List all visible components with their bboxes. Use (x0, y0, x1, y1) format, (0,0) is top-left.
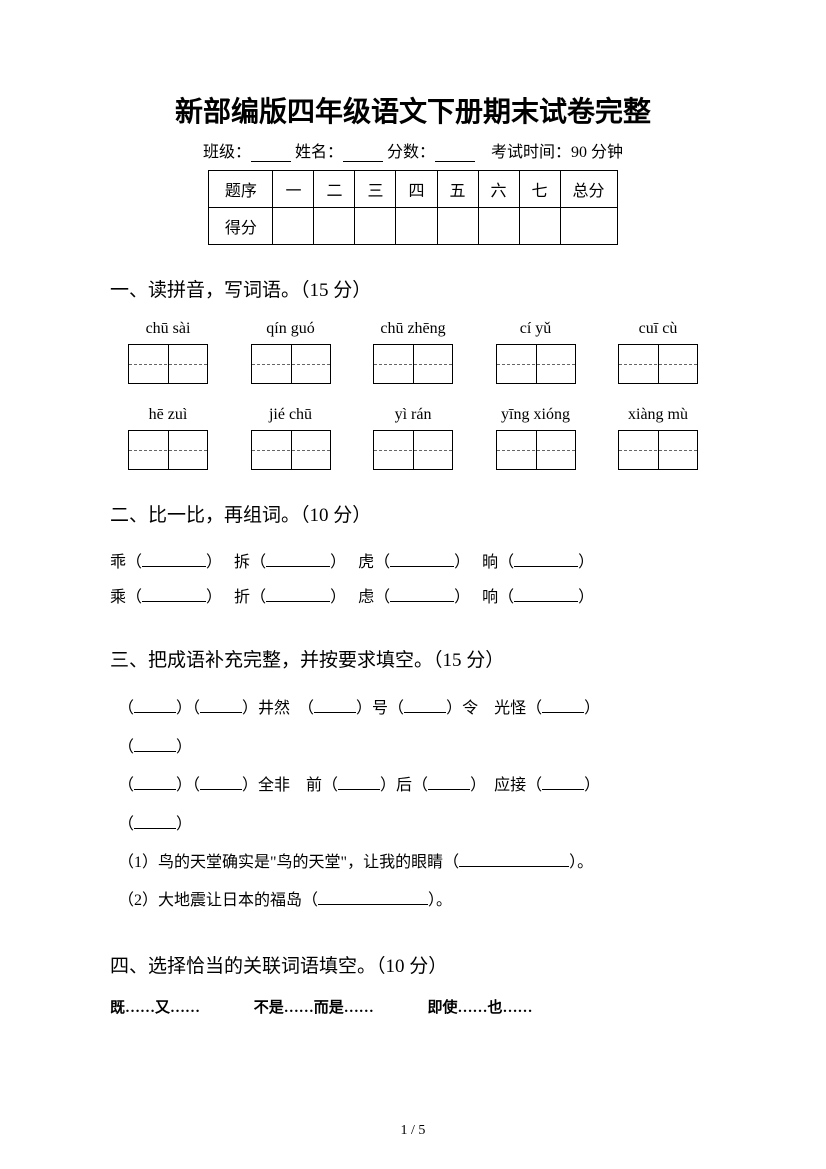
compare-line-2: 乘（） 折（） 虑（） 响（） (110, 580, 716, 615)
pinyin-row: chū sài qín guó chū zhēng cí yǔ cuī cù (110, 320, 716, 338)
section-1-title: 一、读拼音，写词语。（15 分） (110, 275, 716, 302)
class-label: 班级： (203, 144, 251, 161)
char-box[interactable] (118, 430, 218, 470)
char-box[interactable] (608, 344, 708, 384)
conjunction-item: 不是……而是…… (254, 1000, 374, 1016)
score-blank[interactable] (435, 144, 475, 162)
table-header: 二 (314, 171, 355, 208)
score-cell[interactable] (273, 208, 314, 245)
char-box[interactable] (363, 344, 463, 384)
char-box-row (110, 344, 716, 384)
blank[interactable] (142, 586, 206, 602)
table-header: 七 (519, 171, 560, 208)
pinyin-item: jié chū (241, 406, 341, 424)
compare-line-1: 乖（） 拆（） 虎（） 晌（） (110, 545, 716, 580)
table-header: 题序 (209, 171, 273, 208)
question-line: （2）大地震让日本的福岛（）。 (110, 882, 716, 920)
blank[interactable] (542, 774, 584, 790)
question-line: （1）鸟的天堂确实是"鸟的天堂"，让我的眼睛（）。 (110, 844, 716, 882)
blank[interactable] (318, 889, 428, 905)
blank[interactable] (514, 551, 578, 567)
class-blank[interactable] (251, 144, 291, 162)
blank[interactable] (390, 586, 454, 602)
pinyin-item: yì rán (363, 406, 463, 424)
pinyin-item: hē zuì (118, 406, 218, 424)
score-cell[interactable] (519, 208, 560, 245)
pinyin-item: cí yǔ (486, 320, 586, 338)
char-box[interactable] (241, 344, 341, 384)
page-title: 新部编版四年级语文下册期末试卷完整 (110, 90, 716, 130)
blank[interactable] (134, 736, 176, 752)
blank[interactable] (428, 774, 470, 790)
blank[interactable] (134, 774, 176, 790)
blank[interactable] (404, 697, 446, 713)
pinyin-item: xiàng mù (608, 406, 708, 424)
name-label: 姓名： (295, 144, 343, 161)
char-box[interactable] (118, 344, 218, 384)
pinyin-item: qín guó (241, 320, 341, 338)
table-header: 一 (273, 171, 314, 208)
blank[interactable] (338, 774, 380, 790)
char-box[interactable] (486, 430, 586, 470)
blank[interactable] (459, 851, 569, 867)
time-label: 考试时间：90 分钟 (491, 144, 623, 161)
score-table: 题序 一 二 三 四 五 六 七 总分 得分 (208, 170, 617, 245)
blank[interactable] (314, 697, 356, 713)
pinyin-item: cuī cù (608, 320, 708, 338)
conjunction-item: 即使……也…… (428, 1000, 533, 1016)
blank[interactable] (200, 774, 242, 790)
table-header: 总分 (560, 171, 617, 208)
blank[interactable] (542, 697, 584, 713)
section-4-title: 四、选择恰当的关联词语填空。（10 分） (110, 951, 716, 978)
name-blank[interactable] (343, 144, 383, 162)
pinyin-item: chū zhēng (363, 320, 463, 338)
blank[interactable] (134, 813, 176, 829)
score-cell[interactable] (478, 208, 519, 245)
score-cell[interactable] (355, 208, 396, 245)
score-cell[interactable] (560, 208, 617, 245)
table-header: 五 (437, 171, 478, 208)
idiom-line: （）（）全非 前（）后（） 应接（） (110, 767, 716, 805)
blank[interactable] (142, 551, 206, 567)
blank[interactable] (266, 551, 330, 567)
score-cell[interactable] (314, 208, 355, 245)
exam-info: 班级： 姓名： 分数： 考试时间：90 分钟 (110, 138, 716, 162)
char-box[interactable] (241, 430, 341, 470)
score-label: 分数： (387, 144, 435, 161)
conjunction-options: 既……又…… 不是……而是…… 即使……也…… (110, 996, 716, 1017)
blank[interactable] (200, 697, 242, 713)
section-2-title: 二、比一比，再组词。（10 分） (110, 500, 716, 527)
char-box-row (110, 430, 716, 470)
table-header: 三 (355, 171, 396, 208)
blank[interactable] (134, 697, 176, 713)
pinyin-row: hē zuì jié chū yì rán yīng xióng xiàng m… (110, 406, 716, 424)
idiom-line: （） (110, 729, 716, 767)
score-cell[interactable] (396, 208, 437, 245)
section-3-title: 三、把成语补充完整，并按要求填空。（15 分） (110, 645, 716, 672)
char-box[interactable] (608, 430, 708, 470)
table-header: 四 (396, 171, 437, 208)
blank[interactable] (390, 551, 454, 567)
char-box[interactable] (363, 430, 463, 470)
table-header: 六 (478, 171, 519, 208)
char-box[interactable] (486, 344, 586, 384)
table-row-label: 得分 (209, 208, 273, 245)
blank[interactable] (266, 586, 330, 602)
blank[interactable] (514, 586, 578, 602)
page-footer: 1 / 5 (0, 1123, 826, 1139)
conjunction-item: 既……又…… (110, 1000, 200, 1016)
pinyin-item: yīng xióng (486, 406, 586, 424)
pinyin-item: chū sài (118, 320, 218, 338)
idiom-line: （）（）井然 （）号（）令 光怪（） (110, 690, 716, 728)
idiom-line: （） (110, 806, 716, 844)
score-cell[interactable] (437, 208, 478, 245)
